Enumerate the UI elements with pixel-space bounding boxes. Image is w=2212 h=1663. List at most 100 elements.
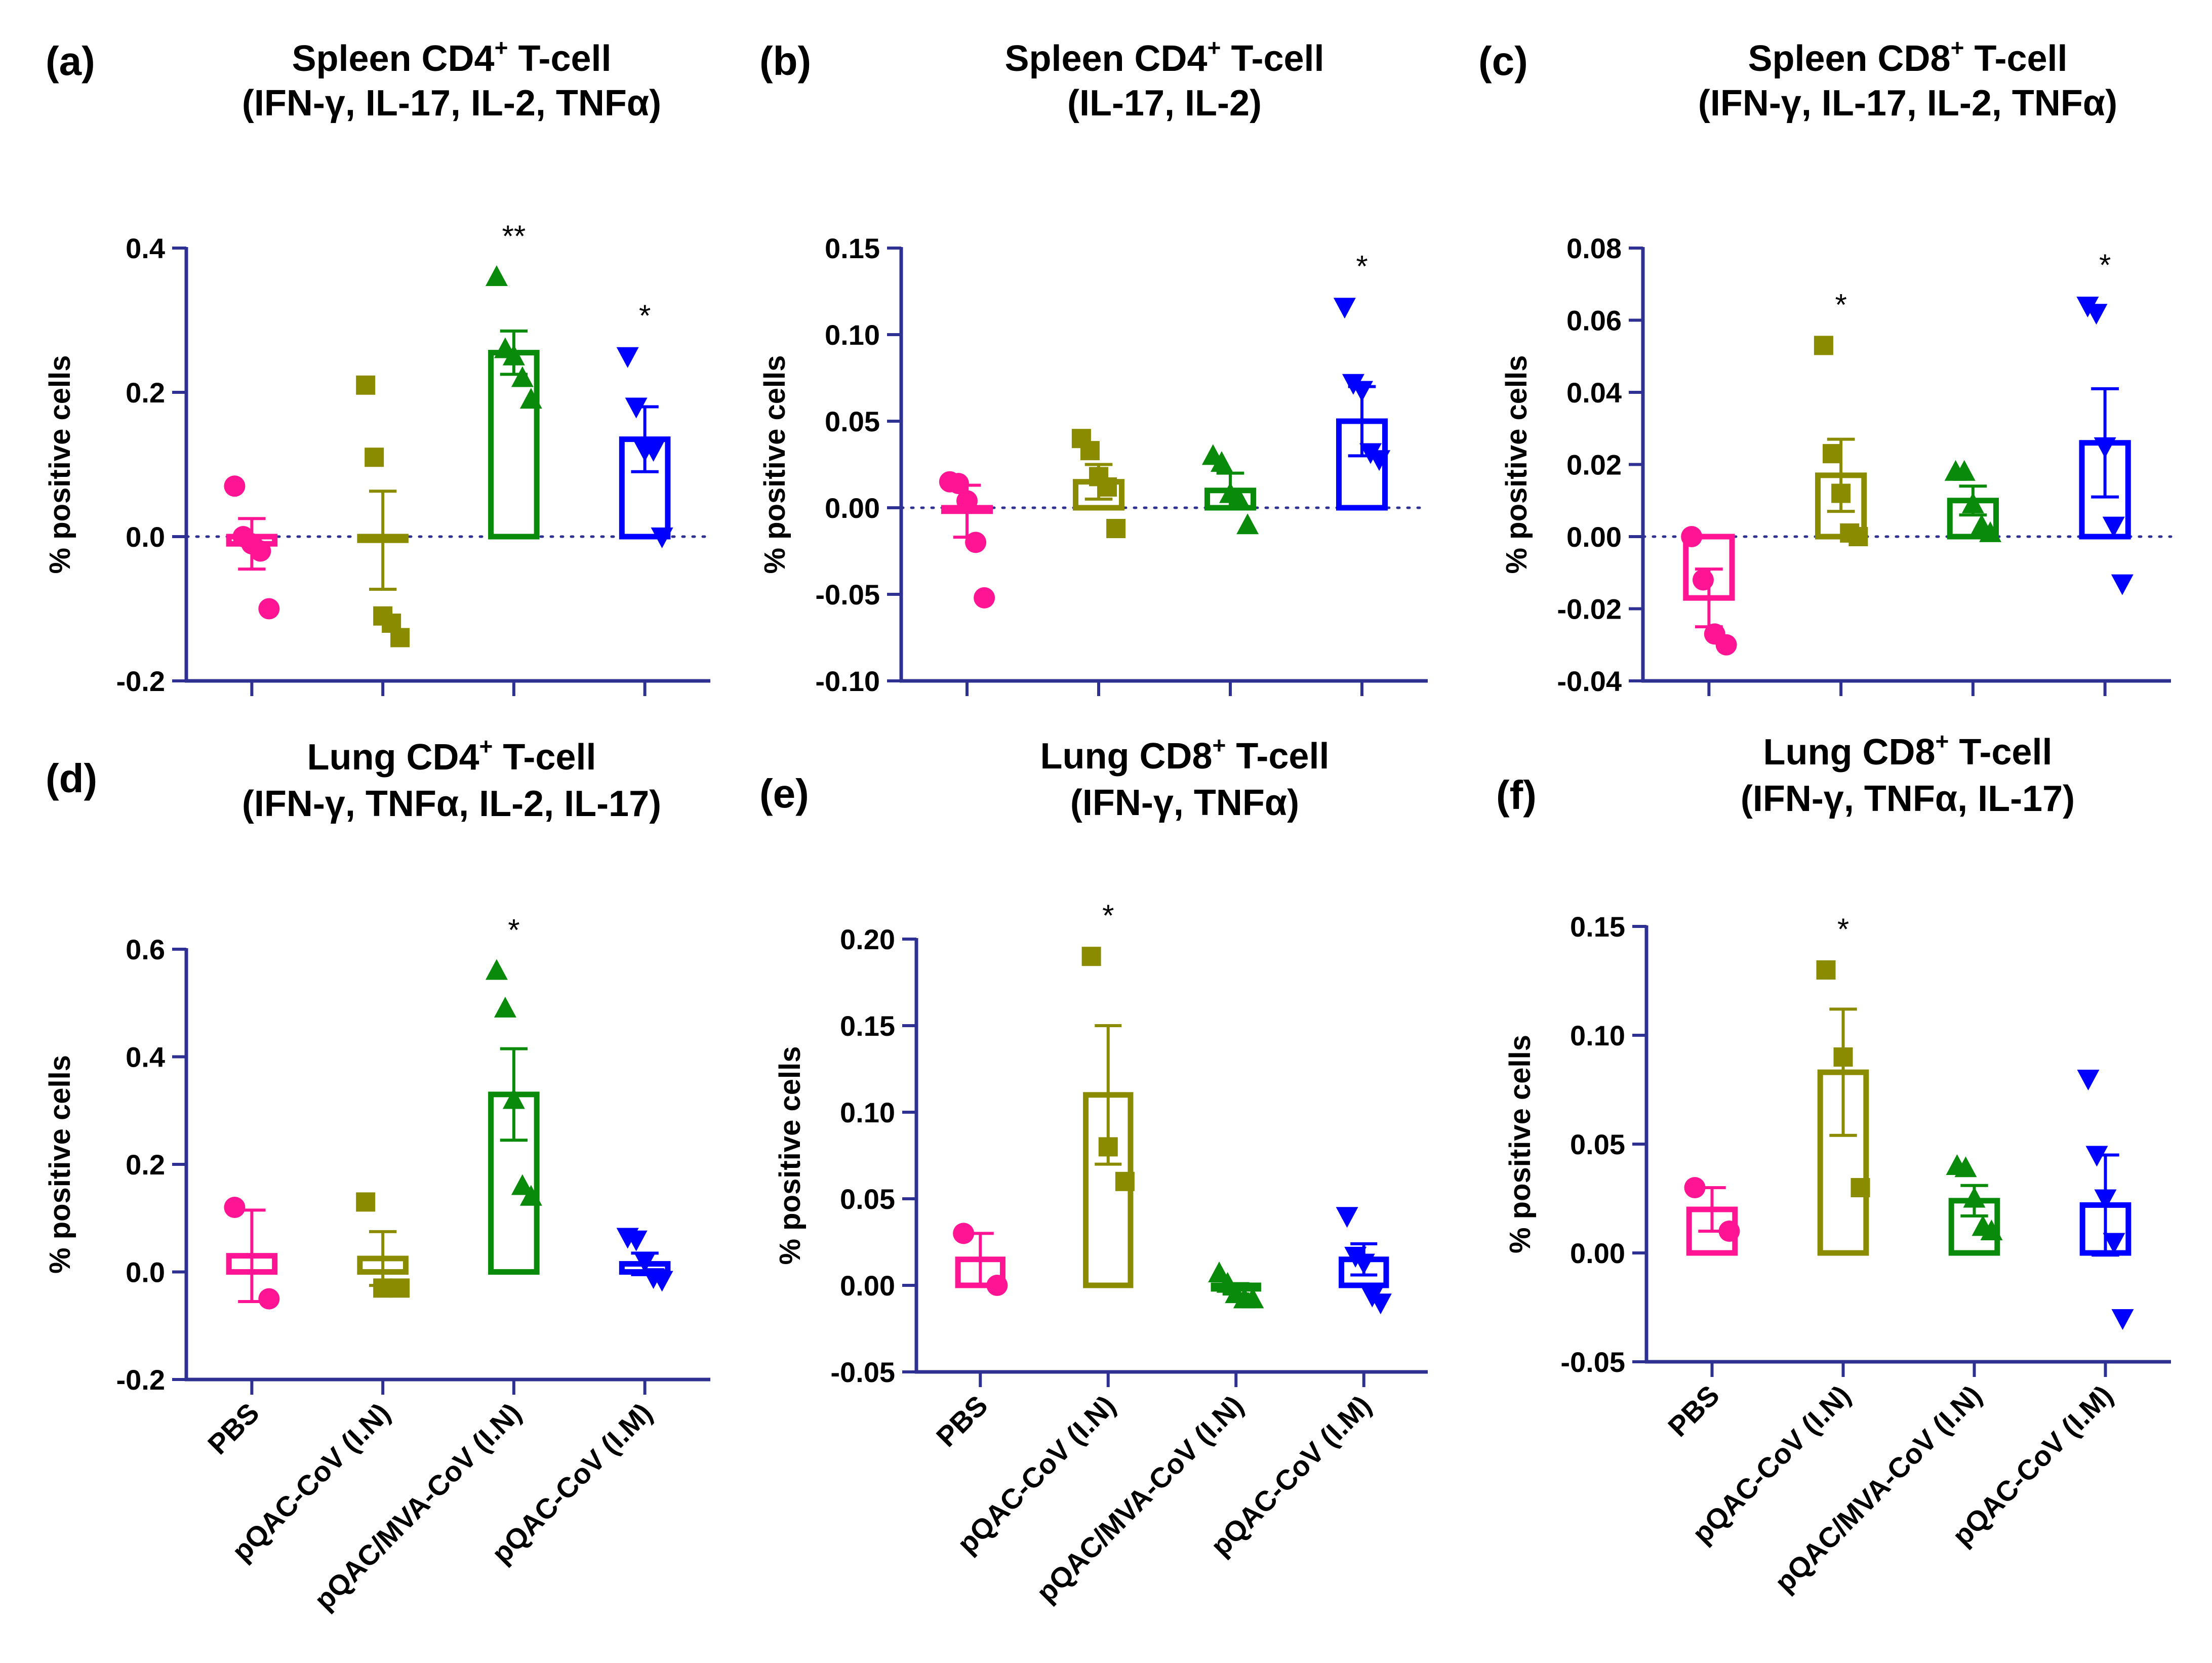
y-tick-label: -0.2 — [116, 665, 166, 697]
data-point — [1816, 960, 1836, 980]
y-tick-label: 0.00 — [840, 1270, 895, 1302]
panel-title-line1: Lung CD8+ T-cell — [1763, 728, 2053, 773]
data-point — [373, 1278, 393, 1298]
panel-title-line1: Lung CD4+ T-cell — [307, 733, 596, 778]
data-point — [365, 448, 384, 467]
bar-group-2: * — [1814, 288, 1868, 696]
data-point — [2077, 1070, 2100, 1090]
y-axis-label: % positive cells — [774, 1046, 807, 1265]
y-tick-label: 0.6 — [126, 934, 165, 965]
bar-group-4: pQAC-CoV (I.M) — [1204, 1207, 1392, 1562]
data-point — [224, 475, 246, 497]
panel-b: (b) Spleen CD4+ T-cell(IL-17, IL-2) % posi… — [758, 34, 1429, 697]
significance-label: ** — [502, 219, 526, 253]
panel-title-line2: (IFN-γ, TNFα) — [1070, 783, 1299, 823]
data-point — [1979, 521, 2002, 542]
data-point — [1351, 381, 1373, 402]
panel-letter: (d) — [46, 756, 97, 801]
bar-group-1: PBS — [1662, 1177, 1740, 1443]
y-tick-label: -0.2 — [116, 1364, 166, 1396]
data-point — [947, 473, 969, 495]
data-point — [494, 996, 516, 1018]
data-point — [1954, 1156, 1977, 1178]
panel-e: (e) Lung CD8+ T-cell (IFN-γ, TNFα) % positi… — [759, 732, 1428, 1608]
data-point — [651, 528, 673, 548]
bar-group-4: pQAC-CoV (I.M) — [486, 1228, 673, 1569]
data-point — [986, 1275, 1008, 1296]
bar-group-3: ** — [485, 219, 542, 696]
y-tick-label: 0.0 — [126, 1256, 165, 1288]
data-point — [1851, 1178, 1870, 1197]
y-tick-label: 0.00 — [1570, 1237, 1625, 1269]
bar-group-4: pQAC-CoV (I.M) — [1946, 1070, 2134, 1552]
data-point — [390, 628, 410, 647]
data-point — [2094, 1189, 2117, 1210]
data-point — [250, 540, 271, 562]
data-point — [625, 1230, 648, 1251]
y-axis-label: % positive cells — [44, 1055, 76, 1274]
data-point — [2111, 574, 2134, 595]
panel-letter: (a) — [46, 38, 95, 84]
y-tick-label: -0.05 — [830, 1356, 895, 1388]
data-point — [356, 1192, 376, 1212]
data-point — [1963, 1187, 1986, 1208]
data-point — [519, 1185, 542, 1206]
bar-group-1 — [939, 471, 995, 696]
data-point — [1106, 519, 1126, 539]
data-point — [1814, 336, 1833, 355]
data-point — [1352, 1253, 1375, 1275]
bar-group-1 — [1681, 526, 1737, 696]
data-point — [1961, 492, 1984, 513]
data-point — [1715, 634, 1737, 656]
y-tick-label: 0.10 — [840, 1097, 895, 1128]
data-point — [974, 587, 995, 609]
y-tick-label: 0.20 — [840, 923, 895, 955]
y-axis-label: % positive cells — [1500, 355, 1533, 574]
panel-title-line1: Spleen CD4+ T-cell — [1004, 34, 1324, 79]
y-tick-label: 0.08 — [1566, 232, 1622, 264]
data-point — [633, 1252, 656, 1273]
bar-group-4: * — [2076, 248, 2134, 696]
y-tick-label: 0.05 — [1570, 1128, 1625, 1160]
panel-d: (d) Lung CD4+ T-cell (IFN-γ, TNFα, IL-2, I… — [44, 733, 710, 1616]
data-point — [1098, 1137, 1118, 1157]
y-tick-label: 0.02 — [1566, 449, 1622, 481]
data-point — [1336, 1207, 1358, 1228]
data-point — [2102, 516, 2125, 538]
y-tick-label: 0.15 — [825, 232, 880, 264]
data-point — [1368, 450, 1391, 471]
data-point — [1369, 1293, 1392, 1315]
data-point — [258, 1288, 280, 1310]
y-tick-label: 0.06 — [1566, 305, 1622, 337]
panel-title-line2: (IFN-γ, TNFα, IL-2, IL-17) — [242, 784, 661, 824]
data-point — [1228, 487, 1251, 508]
y-tick-label: -0.02 — [1557, 593, 1622, 625]
x-category-label: PBS — [1662, 1379, 1725, 1443]
panel-title-line2: (IFN-γ, IL-17, IL-2, TNFα) — [242, 83, 661, 124]
y-tick-label: 0.04 — [1566, 377, 1622, 409]
panel-title-line1: Lung CD8+ T-cell — [1040, 732, 1330, 777]
panel-title-line2: (IFN-γ, TNFα, IL-17) — [1741, 779, 2075, 819]
data-point — [502, 1088, 525, 1109]
data-point — [511, 366, 534, 387]
data-point — [485, 959, 508, 980]
significance-label: * — [1837, 912, 1849, 946]
y-axis-label: % positive cells — [758, 355, 791, 574]
bar-group-3: *pQAC/MVA-CoV (I.N) — [308, 913, 542, 1616]
data-point — [625, 397, 648, 419]
bar-group-4: * — [1333, 249, 1391, 696]
y-tick-label: 0.4 — [126, 1041, 165, 1073]
panel-letter: (e) — [759, 771, 809, 816]
data-point — [1333, 298, 1356, 319]
panel-f: (f) Lung CD8+ T-cell (IFN-γ, TNFα, IL-17)%… — [1496, 728, 2171, 1598]
panel-letter: (f) — [1496, 773, 1537, 818]
panel-c: (c) Spleen CD8+ T-cell(IFN-γ, IL-17, IL-2… — [1478, 34, 2173, 697]
data-point — [485, 265, 508, 286]
bar-group-1 — [224, 475, 280, 696]
bar-group-1: PBS — [930, 1223, 1008, 1453]
data-point — [616, 347, 639, 368]
data-point — [356, 375, 376, 395]
y-tick-label: 0.2 — [126, 377, 165, 409]
y-tick-label: 0.10 — [825, 319, 880, 351]
data-point — [1833, 1047, 1853, 1067]
